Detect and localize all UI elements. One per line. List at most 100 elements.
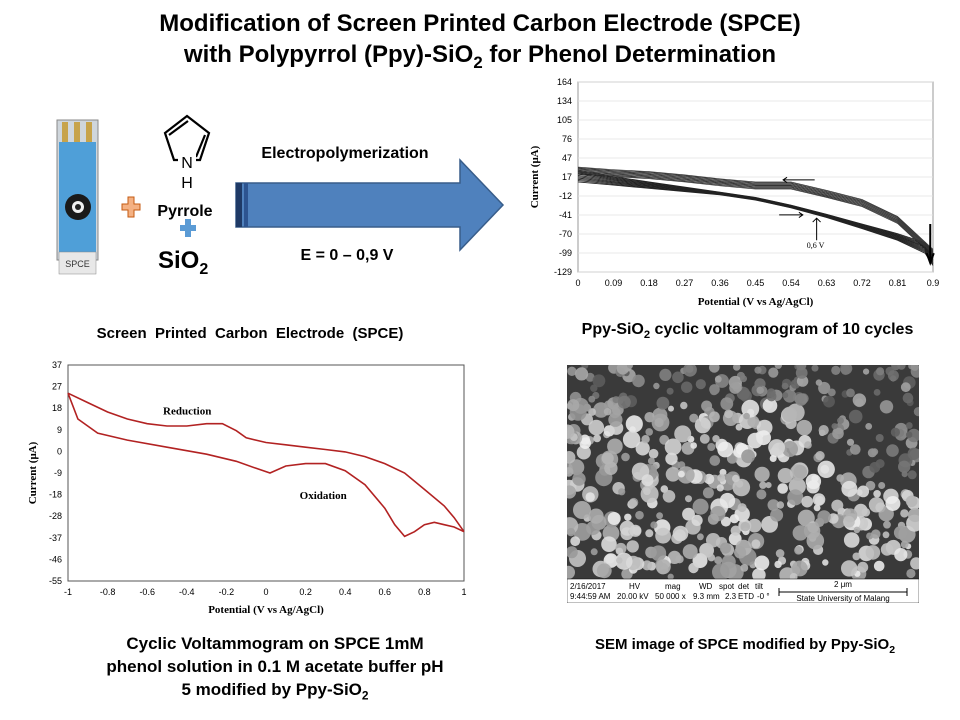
chart2-annotation-reduction: Reduction [163,405,211,417]
sem-grain [831,423,838,430]
sem-grain [905,495,918,508]
chart1-x-tick-label: 0.63 [818,278,836,288]
sem-grain [840,365,853,375]
chart1-y-tick-label: 134 [557,96,572,106]
sem-grain [781,382,789,390]
sem-grain [774,560,782,569]
sem-grain [643,487,651,496]
sem-grain [803,522,821,539]
sem-grain [873,560,885,572]
sem-grain [645,428,653,436]
sem-grain [674,425,692,443]
sem-grain [665,452,678,465]
sem-grain [703,473,715,485]
sem-grain [843,532,860,548]
sem-det-label: det [738,582,750,591]
sem-grain [635,441,650,456]
sem-grain [817,510,831,524]
sem-grain [626,540,639,553]
sem-grain [655,559,671,575]
sem-scale-label: 2 μm [834,580,852,589]
chart1-y-tick-label: -41 [559,210,572,220]
sem-grain [747,518,762,533]
sem-grain [590,548,598,556]
chart1-x-tick-label: 0.9 [927,278,940,288]
sem-grain [712,563,730,581]
sem-grain [754,466,770,482]
sem-grain [717,473,726,482]
chart1-y-tick-label: 76 [562,134,572,144]
sem-grain [617,395,631,409]
sem-grain [632,374,645,388]
sem-grain [852,552,861,561]
sem-grain [729,514,739,524]
sem-grain [841,560,858,577]
chart1-x-tick-label: 0.09 [605,278,623,288]
sem-grain [781,406,798,422]
chart2-x-axis-label: Potential (V vs Ag/AgCl) [208,604,324,616]
sem-grain [624,513,632,521]
sem-grain [709,455,721,466]
sem-grain [734,546,747,559]
sem-grain [685,495,692,503]
sem-grain [567,467,574,477]
sem-grain [678,470,685,478]
chart2-plot-frame [67,364,465,582]
sem-grain [641,435,650,444]
chart2-y-tick-label: -18 [49,490,62,500]
electropolymerization-arrow [235,158,505,252]
sem-grain [900,382,911,393]
sem-grain [850,444,861,455]
sem-grain [740,521,750,532]
chart2-y-tick-label: 27 [52,382,62,392]
sem-grain [672,371,684,384]
sem-grain [794,546,803,555]
chart1-06v-arrow [812,217,821,241]
chart2-x-tick-label: 0 [263,587,268,597]
sem-grain [655,527,671,544]
sem-grain [754,555,770,571]
sem-grain [765,482,772,489]
sem-grain [846,438,855,446]
sem-grain [769,455,777,462]
sem-grain [837,417,844,424]
chart1-caption-text: Ppy-SiO [581,321,644,338]
sem-grain [818,381,831,395]
chart1-x-tick-label: 0.27 [676,278,694,288]
chart2-caption-line-1: Cyclic Voltammogram on SPCE 1mM [126,634,424,653]
sem-grain [787,489,804,506]
sem-grain [567,424,575,439]
sem-grain [712,435,720,443]
chart2-caption: Cyclic Voltammogram on SPCE 1mM phenol s… [40,632,510,707]
sem-grain [621,452,630,462]
sem-grain [795,367,808,379]
sem-grain [774,365,782,369]
sem-grain [603,408,612,416]
sem-spot-label: spot [719,582,735,591]
sem-grain [886,444,899,457]
sem-grain [709,387,719,396]
sem-grain [777,483,788,494]
sem-grain [730,525,741,536]
chart2-y-tick-label: 9 [57,425,62,435]
chart2-x-tick-label: -0.8 [100,587,116,597]
reaction-scheme: SPCE N H Pyrrole SiO2 Electropolymerizat… [56,114,505,278]
sem-grain [576,445,591,460]
sem-grain [754,366,762,374]
sem-grain [590,384,598,392]
sem-grain [818,425,829,436]
sem-grain [905,422,913,429]
sem-grain [707,443,716,451]
sem-grain [593,434,601,443]
sem-grain [622,430,641,449]
sem-grain [680,401,688,410]
sem-grain [752,568,766,582]
sem-grain [641,474,654,487]
sem-grain [782,441,798,457]
sem-grain [588,419,605,436]
sem-grain [879,400,894,414]
sem-grain [747,432,763,449]
chart1-x-tick-label: 0.18 [640,278,658,288]
chart1-caption-sub: 2 [643,329,651,342]
